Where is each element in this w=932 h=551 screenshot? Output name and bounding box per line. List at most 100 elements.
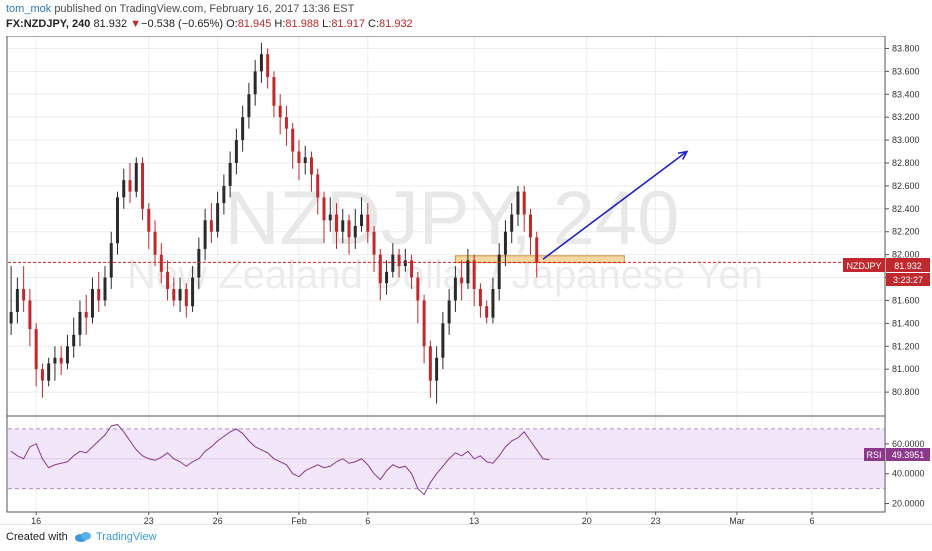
candle-down — [147, 208, 151, 232]
watermark-name: New Zealand Dollar / Japanese Yen — [127, 253, 763, 297]
candle-down — [59, 357, 63, 364]
time-tick-label: Mar — [729, 516, 745, 524]
candle-down — [297, 151, 301, 163]
candle-up — [109, 243, 113, 278]
publisher-link[interactable]: tom_mok — [6, 3, 52, 15]
candle-up — [497, 254, 501, 289]
price-tick-label: 83.800 — [892, 43, 920, 53]
rsi-tick-label: 20.0000 — [892, 499, 925, 509]
candle-up — [510, 214, 514, 232]
price-tick-label: 82.800 — [892, 158, 920, 168]
candle-up — [241, 117, 245, 141]
time-tick-label: 23 — [651, 516, 661, 524]
tradingview-logo-icon — [75, 532, 91, 542]
price-badge-value: 81.932 — [894, 261, 922, 271]
candle-up — [403, 260, 407, 267]
price-tick-label: 80.800 — [892, 387, 920, 397]
rsi-tick-label: 60.0000 — [892, 439, 925, 449]
candle-down — [460, 277, 464, 284]
candle-down — [397, 254, 401, 267]
rsi-pane-border — [6, 415, 886, 513]
price-tick-label: 82.000 — [892, 250, 920, 260]
symbol-label: FX:NZDJPY, 240 — [6, 18, 91, 30]
candle-down — [97, 289, 101, 301]
candle-up — [72, 334, 76, 347]
chart-area[interactable]: NZDJPY, 240 New Zealand Dollar / Japanes… — [0, 36, 932, 524]
created-with-label: Created with — [6, 531, 68, 543]
candle-up — [222, 185, 226, 204]
time-axis[interactable]: 16 23 26 Feb 6 13 20 23 Mar 6 — [31, 512, 815, 524]
candle-down — [184, 289, 188, 307]
candle-down — [128, 180, 132, 192]
price-tick-label: 81.000 — [892, 364, 920, 374]
candle-up — [53, 357, 57, 364]
candle-down — [84, 311, 88, 318]
candle-up — [116, 197, 119, 244]
candle-up — [466, 260, 470, 284]
candle-down — [141, 163, 145, 209]
candle-down — [284, 117, 288, 129]
candle-up — [247, 94, 251, 118]
candle-up — [203, 220, 207, 249]
rsi-badge: RSI 49.3951 — [864, 448, 930, 461]
projection-arrow[interactable] — [542, 150, 689, 260]
high-label: H: — [274, 18, 286, 30]
candle-up — [253, 71, 257, 95]
candle-down — [309, 157, 313, 175]
price-badge-symbol: NZDJPY — [846, 261, 881, 271]
candle-up — [303, 157, 307, 163]
price-badge: NZDJPY 81.932 3:23:27 — [843, 258, 930, 286]
rsi-axis[interactable]: 60.0000 40.0000 20.0000 — [885, 439, 925, 509]
price-tick-label: 81.600 — [892, 295, 920, 305]
candle-down — [485, 306, 489, 318]
time-tick-label: 6 — [365, 516, 370, 524]
candle-down — [478, 289, 482, 307]
candle-up — [441, 323, 445, 358]
watermark-symbol: NZDJPY, 240 — [225, 176, 680, 261]
candle-down — [422, 300, 426, 347]
price-tick-label: 82.400 — [892, 204, 920, 214]
open-value: 81.945 — [237, 18, 272, 30]
candle-up — [103, 277, 107, 301]
price-axis[interactable]: 83.800 83.600 83.400 83.200 83.000 82.800 82.6… — [885, 43, 920, 397]
rsi-badge-label: RSI — [866, 450, 881, 460]
price-tick-label: 83.200 — [892, 112, 920, 122]
price-tick-label: 83.600 — [892, 66, 920, 76]
candle-up — [178, 289, 182, 301]
candle-up — [491, 289, 495, 318]
candle-down — [291, 128, 295, 152]
candle-down — [335, 214, 338, 232]
rsi-band — [8, 428, 884, 490]
price-tick-label: 82.200 — [892, 227, 920, 237]
high-value: 81.988 — [285, 18, 320, 30]
candle-down — [166, 271, 170, 289]
footer: Created with TradingView — [0, 524, 932, 551]
last-price: 81.932 — [93, 18, 128, 30]
candle-up — [328, 214, 332, 221]
open-label: O: — [226, 18, 238, 30]
arrow-shaft — [542, 150, 688, 260]
candle-up — [516, 191, 520, 215]
price-change: −0.538 (−0.65%) — [141, 18, 223, 30]
tradingview-link[interactable]: TradingView — [96, 531, 157, 543]
candle-down — [428, 346, 432, 381]
candle-up — [122, 180, 126, 198]
candle-down — [40, 369, 44, 381]
candle-down — [410, 260, 414, 278]
candle-up — [134, 163, 138, 192]
candle-up — [65, 346, 69, 364]
candle-down — [209, 220, 213, 232]
low-value: 81.917 — [331, 18, 365, 30]
candle-down — [278, 105, 282, 118]
price-tick-label: 83.400 — [892, 89, 920, 99]
candle-down — [316, 174, 320, 198]
candle-down — [34, 329, 38, 370]
candle-down — [22, 289, 26, 301]
candle-up — [234, 140, 238, 163]
support-zone[interactable] — [454, 255, 625, 264]
candle-up — [9, 311, 13, 324]
arrow-head — [677, 150, 689, 160]
candlestick-series — [9, 42, 539, 404]
candle-up — [385, 271, 389, 284]
candle-up — [341, 220, 345, 232]
